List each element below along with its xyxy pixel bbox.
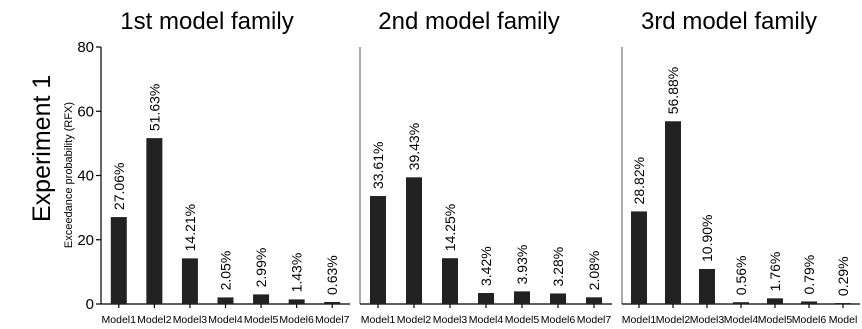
data-label: 14.21% (182, 204, 198, 251)
x-tick-label: Model5 (758, 314, 793, 326)
bar-model6 (550, 293, 566, 304)
x-tick-label: Model2 (397, 314, 432, 326)
x-tick-label: Model3 (433, 314, 468, 326)
bar-model3 (699, 268, 715, 304)
x-tick-label: Model3 (690, 314, 725, 326)
bar-model5 (514, 291, 530, 304)
x-tick-label: Model2 (137, 314, 172, 326)
data-label: 0.56% (733, 255, 749, 295)
bar-model2 (406, 177, 422, 304)
data-label: 39.43% (406, 123, 422, 170)
panel-title: 1st model family (120, 8, 293, 35)
data-label: 51.63% (146, 84, 162, 131)
bar-model6 (801, 301, 817, 304)
x-tick-label: Model5 (244, 314, 279, 326)
bar-model1 (631, 211, 647, 304)
data-label: 27.06% (111, 163, 127, 210)
y-tick-label: 0 (86, 296, 94, 313)
bar-model1 (110, 217, 127, 304)
data-label: 56.88% (665, 67, 681, 114)
data-label: 0.63% (324, 255, 340, 295)
data-label: 0.79% (801, 255, 817, 295)
x-tick-label: Model4 (469, 314, 504, 326)
data-label: 3.42% (478, 246, 494, 286)
x-tick-label: Model1 (102, 314, 137, 326)
x-tick-label: Model5 (505, 314, 540, 326)
data-label: 2.05% (218, 251, 234, 291)
y-tick-label: 40 (77, 168, 94, 185)
row-label: Experiment 1 (28, 75, 56, 222)
bar-model6 (288, 299, 305, 304)
data-label: 1.76% (767, 252, 783, 292)
bar-model4 (478, 293, 494, 304)
y-tick-label: 20 (77, 232, 94, 249)
data-label: 10.90% (699, 214, 715, 261)
bar-model4 (217, 297, 234, 304)
chart-panel-2: 2nd model family Model1 33.61% Model2 39.43%… (359, 8, 612, 326)
x-tick-label: Model4 (208, 314, 243, 326)
chart-panel-1: 1st model family 0 20 40 60 80 Model1 27.06% Mod… (77, 8, 350, 326)
bar-model3 (442, 258, 458, 304)
y-tick-label: 60 (77, 103, 94, 120)
bar-model5 (253, 294, 270, 304)
bar-model2 (665, 121, 681, 304)
data-label: 3.28% (550, 247, 566, 287)
x-tick-label: Model6 (541, 314, 576, 326)
bar-model5 (767, 298, 783, 304)
data-label: 0.29% (835, 256, 851, 296)
x-tick-label: Model1 (622, 314, 657, 326)
bar-model1 (370, 196, 386, 304)
panel-title: 3rd model family (641, 8, 817, 35)
data-label: 14.25% (442, 204, 458, 251)
chart-panel-3: 3rd model family Model1 28.82% Model2 56.88%… (621, 8, 860, 326)
x-tick-label: Model6 (279, 314, 314, 326)
x-tick-label: Model (829, 314, 858, 326)
y-tick-label: 80 (77, 39, 94, 56)
data-label: 28.82% (631, 157, 647, 204)
x-tick-label: Model2 (656, 314, 691, 326)
data-label: 33.61% (370, 142, 386, 189)
x-tick-label: Model1 (361, 314, 396, 326)
bar-model4 (733, 302, 749, 304)
data-label: 2.08% (586, 251, 602, 291)
x-tick-label: Model7 (577, 314, 612, 326)
x-tick-label: Model4 (724, 314, 759, 326)
bar-model3 (181, 258, 198, 304)
bar-model (835, 303, 851, 304)
x-tick-label: Model6 (792, 314, 827, 326)
data-label: 2.99% (253, 248, 269, 288)
bar-model7 (324, 301, 341, 304)
data-label: 3.93% (514, 245, 530, 285)
x-tick-label: Model3 (173, 314, 208, 326)
bar-model7 (586, 297, 602, 304)
panel-title: 2nd model family (378, 8, 559, 35)
bar-model2 (146, 138, 163, 304)
data-label: 1.43% (289, 253, 305, 293)
y-axis-label: Exceedance probability (RFX) (63, 102, 75, 248)
x-tick-label: Model7 (315, 314, 350, 326)
